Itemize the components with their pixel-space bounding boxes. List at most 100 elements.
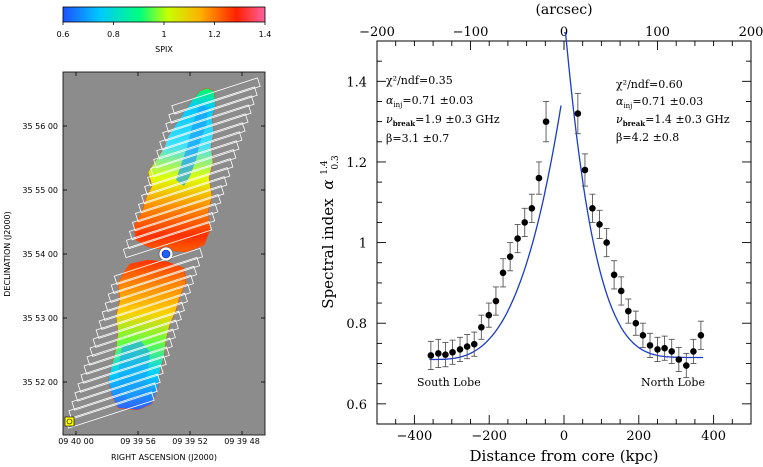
extraction-box <box>86 328 176 366</box>
north-lobe-point <box>589 193 596 223</box>
extraction-box <box>122 220 213 259</box>
north-lobe-point <box>682 352 690 379</box>
extraction-box <box>107 265 198 303</box>
north-lobe-point <box>617 276 625 306</box>
south-lobe-point <box>514 223 521 254</box>
south-lobe-point <box>535 161 543 195</box>
south-lobe-point <box>485 302 493 328</box>
north-lobe-point <box>654 336 661 362</box>
map-ytick-label: 35 56 00 <box>22 122 58 131</box>
x-tick-label: 400 <box>701 429 726 444</box>
spix-map-panel: 0.6 0.8 1 1.2 1.4 SPIX 35 56 00 35 55 00 35 54… <box>3 6 272 462</box>
extraction-box <box>95 301 185 339</box>
south-lobe-label: South Lobe <box>417 376 481 389</box>
colorbar-label: SPIX <box>155 45 173 54</box>
south-lobe-point <box>463 334 471 360</box>
south-lobe-fit-annotation: χ²/ndf=0.35 αinj=0.71 ±0.03 νbreak=1.9 ±… <box>386 74 500 145</box>
map-ylabel: DECLINATION (J2000) <box>3 211 12 296</box>
extraction-box <box>92 310 182 348</box>
extraction-box <box>104 274 195 312</box>
data-marker <box>654 346 661 353</box>
extraction-box <box>110 256 201 295</box>
south-lobe-point <box>449 339 456 365</box>
south-lobe-point <box>442 342 449 368</box>
colorbar-tick-label: 1 <box>161 30 166 39</box>
data-marker <box>646 342 654 349</box>
north-lobe-fit-annotation: χ²/ndf=0.60 αinj=0.71 ±0.03 νbreak=1.4 ±… <box>616 78 730 144</box>
extraction-box <box>89 319 179 357</box>
map-ytick-label: 35 55 00 <box>22 186 58 195</box>
data-marker <box>449 348 456 356</box>
extraction-box <box>147 149 237 187</box>
data-marker <box>442 351 449 358</box>
map-xtick-label: 09 39 56 <box>120 437 156 446</box>
map-ytick-label: 35 53 00 <box>22 314 58 323</box>
extraction-box <box>150 140 240 178</box>
data-marker <box>625 307 632 315</box>
y-tick-label: 1.2 <box>346 156 367 171</box>
svg-text:Spectral index α: Spectral index α 1.4 0.3 <box>313 155 341 309</box>
north-alpha-inj-value: =0.71 ±0.03 <box>632 95 703 108</box>
data-points <box>427 92 705 379</box>
colorbar-tick-label: 0.6 <box>57 30 70 39</box>
y-axis-label-text: Spectral index <box>319 198 337 309</box>
map-contents <box>65 77 261 429</box>
data-marker <box>690 348 697 355</box>
colorbar-tick-label: 0.8 <box>107 30 120 39</box>
spix-profile-panel: −400 −200 0 200 400−200 −100 0 100 2000.60.811.2… <box>313 2 763 465</box>
data-marker <box>506 253 514 260</box>
extraction-boxes <box>65 77 261 429</box>
y-axis-label-sup: 1.4 <box>320 160 330 175</box>
south-lobe-point <box>542 101 550 143</box>
data-marker <box>668 348 676 355</box>
data-marker <box>675 356 683 363</box>
data-marker <box>581 166 589 174</box>
extraction-box <box>98 292 188 330</box>
data-marker <box>492 297 500 305</box>
extraction-box <box>168 86 258 124</box>
x-tick-label: 0 <box>560 429 568 444</box>
south-lobe-point <box>435 338 442 369</box>
north-lobe-point <box>610 260 618 290</box>
data-marker <box>463 343 471 350</box>
data-marker <box>542 118 550 125</box>
radio-core-inner <box>161 249 171 259</box>
data-marker <box>617 287 625 295</box>
y-tick-label: 1.4 <box>346 75 367 90</box>
data-marker <box>589 205 596 212</box>
south-lobe-point <box>521 207 529 237</box>
colorbar-tick-label: 1.4 <box>259 30 272 39</box>
extraction-box <box>165 95 255 133</box>
colorbar-tick-label: 1.2 <box>208 30 221 39</box>
extraction-box <box>101 283 192 321</box>
extraction-box <box>131 194 222 232</box>
extraction-box <box>113 247 204 286</box>
extraction-box <box>159 113 249 151</box>
north-lobe-point <box>625 298 632 324</box>
y-tick-label: 1 <box>359 237 367 252</box>
north-lobe-point <box>603 228 610 258</box>
extraction-box <box>171 77 261 115</box>
beam-box <box>64 416 75 427</box>
data-marker <box>661 344 668 352</box>
north-lobe-point <box>668 338 676 364</box>
data-marker <box>514 235 521 242</box>
colorbar <box>62 6 266 23</box>
top-axis-label: (arcsec) <box>535 2 592 18</box>
extraction-box <box>80 346 170 384</box>
south-lobe-point <box>499 258 507 288</box>
south-nu-break: νbreak=1.9 ±0.3 GHz <box>386 113 500 128</box>
south-lobe-point <box>528 193 536 223</box>
south-alpha-inj-value: =0.71 ±0.03 <box>402 94 473 107</box>
extraction-box <box>134 185 225 223</box>
extraction-box <box>144 158 234 196</box>
north-nu-break-value: =1.4 ±0.3 GHz <box>645 113 730 126</box>
extraction-box <box>125 211 216 250</box>
data-marker <box>435 350 442 357</box>
extraction-box <box>156 122 246 160</box>
colorbar-ticks: 0.6 0.8 1 1.2 1.4 <box>57 22 272 39</box>
south-lobe-point <box>478 314 485 340</box>
north-lobe-label: North Lobe <box>641 376 705 389</box>
north-lobe-point <box>697 320 705 350</box>
north-lobe-point <box>581 153 589 187</box>
